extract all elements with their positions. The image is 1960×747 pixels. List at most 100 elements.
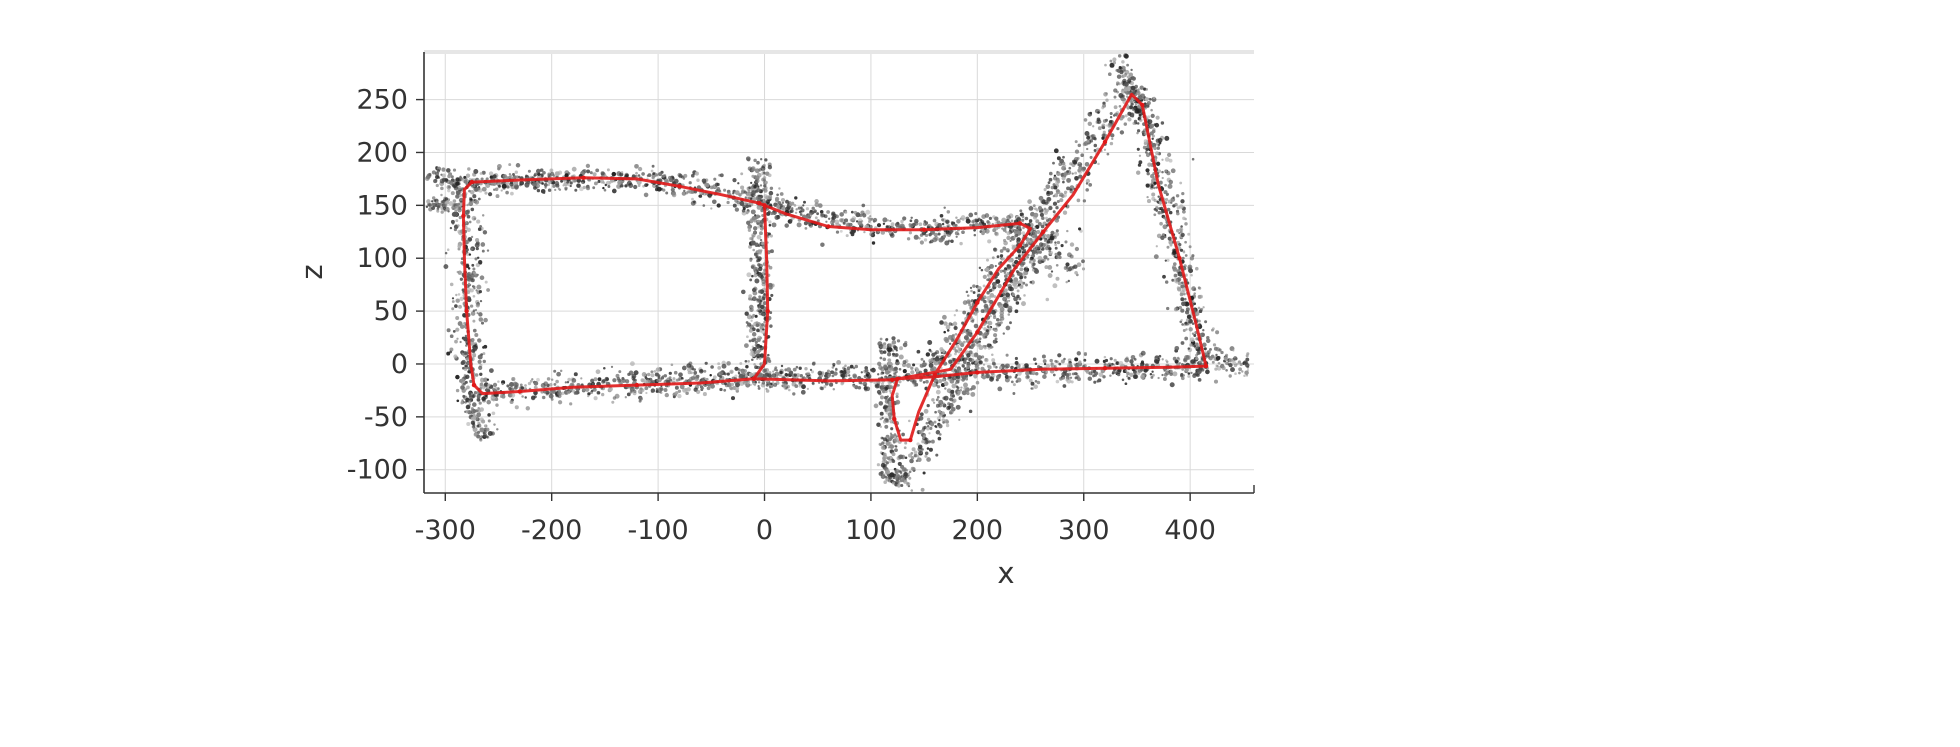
map-point xyxy=(1207,355,1211,359)
map-point xyxy=(1130,355,1136,360)
map-point xyxy=(884,424,889,429)
map-point xyxy=(966,362,971,367)
map-point xyxy=(566,380,570,384)
map-point xyxy=(511,378,515,381)
map-point xyxy=(1151,373,1155,377)
map-point xyxy=(910,370,915,375)
map-point xyxy=(758,274,761,278)
map-point xyxy=(910,489,914,492)
map-point xyxy=(474,242,480,248)
map-point xyxy=(495,194,500,199)
map-point xyxy=(592,172,597,177)
map-point xyxy=(768,190,774,196)
map-point xyxy=(1127,111,1132,116)
map-point xyxy=(937,223,942,228)
map-point xyxy=(952,321,958,327)
map-point xyxy=(1105,98,1109,102)
map-point xyxy=(718,189,721,193)
map-point xyxy=(997,283,1002,289)
map-point xyxy=(1018,279,1023,285)
map-point xyxy=(1172,267,1178,272)
map-point xyxy=(925,352,930,357)
map-point xyxy=(968,345,972,349)
map-point xyxy=(746,314,752,320)
map-point xyxy=(1150,113,1155,119)
map-point xyxy=(455,181,460,186)
map-point xyxy=(1022,226,1025,230)
map-point xyxy=(1021,301,1026,307)
map-point xyxy=(935,398,939,402)
map-point xyxy=(1145,168,1150,173)
map-point xyxy=(450,219,455,224)
map-point xyxy=(746,272,752,278)
map-point xyxy=(607,185,611,188)
map-point xyxy=(544,186,547,189)
map-point xyxy=(796,222,802,228)
map-point xyxy=(1015,380,1019,383)
map-point xyxy=(708,194,712,199)
map-point xyxy=(595,369,601,375)
map-point xyxy=(759,325,764,330)
map-point xyxy=(983,299,987,304)
map-point xyxy=(677,389,682,393)
map-point xyxy=(567,377,572,382)
map-point xyxy=(603,188,607,192)
map-point xyxy=(543,182,548,187)
map-point xyxy=(1172,196,1175,199)
map-point xyxy=(471,395,475,399)
map-point xyxy=(817,203,823,208)
map-point xyxy=(1052,373,1056,377)
map-point xyxy=(719,375,723,379)
map-point xyxy=(734,191,737,194)
map-point xyxy=(728,385,733,390)
map-point xyxy=(844,218,849,223)
map-point xyxy=(1173,278,1179,283)
map-point xyxy=(982,363,986,366)
map-point xyxy=(477,359,482,364)
map-point xyxy=(857,386,862,390)
map-point xyxy=(597,377,602,382)
map-point xyxy=(895,360,900,366)
map-point xyxy=(751,190,756,196)
map-point xyxy=(932,401,936,404)
map-point xyxy=(756,328,760,333)
map-point xyxy=(470,247,474,251)
map-point xyxy=(709,374,712,377)
map-point xyxy=(1062,193,1067,198)
map-point xyxy=(1045,216,1048,220)
map-point xyxy=(781,381,785,384)
map-point xyxy=(487,383,491,387)
map-point xyxy=(831,374,835,378)
map-point xyxy=(810,370,815,374)
map-point xyxy=(941,218,945,222)
map-point xyxy=(681,191,687,196)
map-point xyxy=(754,178,760,184)
map-point xyxy=(891,336,896,341)
map-point xyxy=(935,381,939,385)
map-point xyxy=(1008,375,1012,379)
map-point xyxy=(989,288,993,293)
map-point xyxy=(748,372,754,377)
map-point xyxy=(701,178,707,184)
map-point xyxy=(453,354,458,359)
map-point xyxy=(454,304,458,308)
map-point xyxy=(908,419,911,423)
map-point xyxy=(1006,231,1011,236)
map-point xyxy=(641,172,645,176)
map-point xyxy=(734,207,740,212)
map-point xyxy=(879,443,883,446)
map-point xyxy=(686,387,691,392)
map-point xyxy=(487,413,491,417)
map-point xyxy=(898,454,904,460)
map-point xyxy=(891,452,896,457)
map-point xyxy=(1043,239,1047,243)
map-point xyxy=(751,345,754,348)
map-point xyxy=(1163,373,1168,377)
map-point xyxy=(488,171,494,176)
map-point xyxy=(791,382,796,387)
map-point xyxy=(508,163,512,167)
map-point xyxy=(928,348,932,352)
map-point xyxy=(629,386,635,392)
map-point xyxy=(793,373,798,377)
map-point xyxy=(945,220,949,224)
